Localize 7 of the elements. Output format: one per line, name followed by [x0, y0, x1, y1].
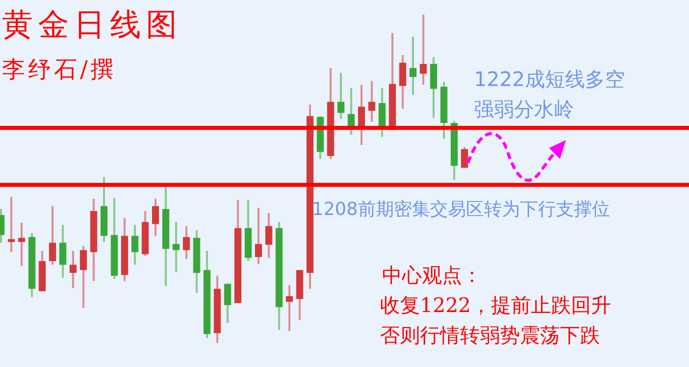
annotation: 否则行情转弱势震荡下跌 — [380, 322, 600, 349]
annotation: 收复1222，提前止跌回升 — [380, 292, 611, 319]
ref-line-label: 1222成短线多空强弱分水岭 — [474, 66, 626, 123]
annotation: 中心观点： — [382, 262, 482, 289]
text: 李纾石/撰 — [2, 56, 117, 85]
chart-title: 黄金日线图 — [2, 6, 182, 45]
ref-line-label: 1208前期密集交易区转为下行支撑位 — [312, 198, 610, 221]
